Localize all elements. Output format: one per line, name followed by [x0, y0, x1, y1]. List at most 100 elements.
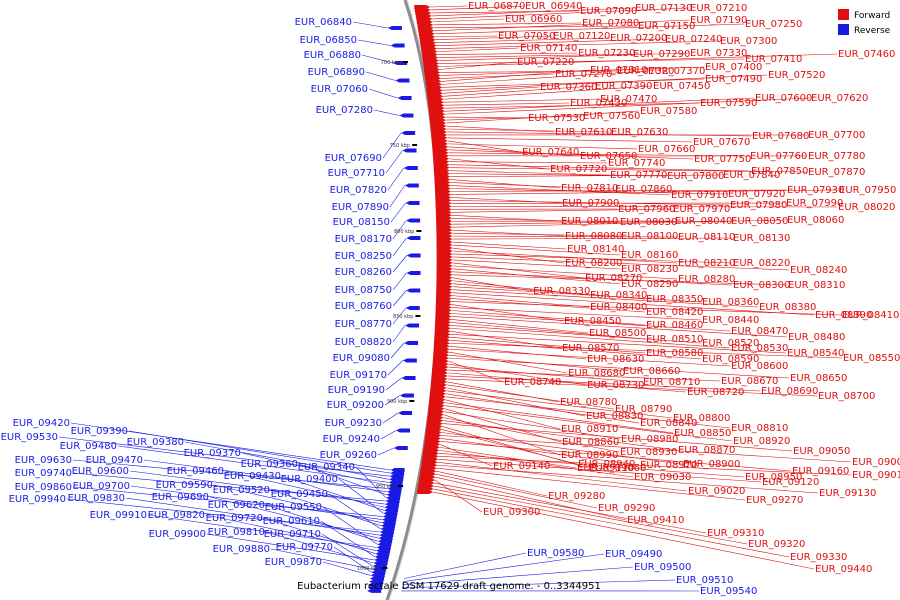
forward-gene-label: EUR_08860: [562, 437, 619, 448]
forward-leader-line: [446, 384, 615, 410]
forward-gene-label: EUR_09160: [792, 466, 849, 477]
forward-leader-line: [436, 38, 665, 46]
reverse-gene-arrow: [386, 495, 401, 500]
forward-gene-label: EUR_07320: [617, 66, 674, 77]
scale-tick-label: 750 kbp: [390, 143, 410, 149]
forward-gene-label: EUR_08460: [646, 320, 703, 331]
forward-gene-label: EUR_07410: [745, 54, 802, 65]
reverse-gene-arrow: [396, 428, 411, 433]
reverse-leader-line: [392, 272, 407, 291]
reverse-gene-arrow: [370, 573, 385, 578]
forward-leader-line: [449, 170, 610, 176]
forward-leader-line: [451, 316, 788, 338]
forward-gene-label: EUR_09300: [483, 507, 540, 518]
reverse-leader-line: [361, 54, 394, 64]
reverse-gene-arrow: [382, 517, 397, 522]
forward-leader-line: [448, 143, 638, 150]
reverse-gene-label: EUR_09480: [60, 441, 117, 452]
forward-leader-line: [447, 137, 693, 143]
forward-leader-line: [452, 244, 621, 256]
scale-tick-mark: [412, 144, 418, 146]
forward-gene-label: EUR_07490: [705, 74, 762, 85]
reverse-gene-arrow: [402, 358, 417, 363]
reverse-gene-arrow: [389, 474, 404, 479]
forward-leader-line: [447, 140, 522, 153]
forward-leader-line: [444, 97, 755, 112]
reverse-gene-label: EUR_07690: [325, 153, 382, 164]
reverse-leader-line: [322, 506, 378, 545]
forward-gene-label: EUR_08440: [702, 315, 759, 326]
reverse-gene-arrow: [387, 486, 402, 491]
forward-gene-label: EUR_08390: [815, 310, 872, 321]
reverse-leader-line: [380, 430, 397, 440]
forward-leader-line: [446, 390, 673, 419]
reverse-leader-line: [281, 475, 385, 511]
forward-leader-line: [433, 22, 582, 26]
forward-leader-line: [442, 423, 793, 452]
reverse-gene-label: EUR_09590: [156, 480, 213, 491]
forward-gene-label: EUR_09310: [707, 528, 764, 539]
forward-leader-line: [439, 61, 517, 70]
forward-gene-label: EUR_08510: [646, 334, 703, 345]
reverse-gene-label: EUR_09910: [90, 510, 147, 521]
forward-leader-line: [441, 69, 590, 82]
forward-gene-label: EUR_07590: [700, 98, 757, 109]
forward-leader-line: [449, 164, 751, 172]
forward-gene-label: EUR_08680: [568, 368, 625, 379]
forward-leader-line: [452, 237, 733, 240]
reverse-leader-line: [72, 459, 388, 489]
forward-leader-line: [449, 167, 808, 173]
reverse-gene-arrow: [405, 306, 420, 310]
reverse-gene-label: EUR_09190: [328, 385, 385, 396]
forward-gene-label: EUR_07230: [578, 48, 635, 59]
reverse-gene-label: EUR_09820: [148, 510, 205, 521]
forward-leader-line: [449, 351, 568, 374]
forward-gene-label: EUR_07980: [730, 200, 787, 211]
reverse-leader-line: [368, 88, 398, 99]
forward-leader-line: [441, 70, 648, 85]
forward-gene-label: EUR_08870: [678, 445, 735, 456]
reverse-gene-arrow: [397, 96, 412, 100]
forward-gene-label: EUR_07740: [608, 158, 665, 169]
reverse-gene-label: EUR_07060: [311, 84, 368, 95]
reverse-gene-arrow: [371, 570, 386, 575]
forward-gene-label: EUR_08410: [842, 310, 899, 321]
forward-gene-label: EUR_08850: [674, 428, 731, 439]
forward-gene-label: EUR_07680: [752, 131, 809, 142]
reverse-gene-arrow: [376, 548, 391, 553]
reverse-gene-label: EUR_07890: [332, 202, 389, 213]
gene-track: [367, 5, 453, 593]
forward-leader-line: [448, 146, 580, 157]
forward-gene-label: EUR_07400: [705, 62, 762, 73]
reverse-gene-label: EUR_09360: [241, 459, 298, 470]
forward-gene-label: EUR_08030: [620, 217, 677, 228]
reverse-leader-line: [125, 497, 380, 536]
reverse-leader-line: [117, 445, 389, 483]
reverse-leader-line: [130, 485, 383, 520]
forward-gene-label: EUR_07650: [580, 151, 637, 162]
forward-leader-line: [451, 310, 646, 326]
forward-gene-label: EUR_09410: [627, 515, 684, 526]
forward-leader-line: [451, 301, 842, 316]
forward-gene-label: EUR_08690: [761, 386, 818, 397]
forward-leader-line: [450, 188, 728, 195]
gene-leader-lines: [58, 5, 852, 592]
reverse-gene-label: EUR_08150: [333, 217, 390, 228]
reverse-gene-label: EUR_09170: [330, 370, 387, 381]
forward-leader-line: [451, 189, 839, 195]
forward-leader-line: [452, 286, 702, 303]
forward-gene-label: EUR_08110: [678, 232, 735, 243]
forward-gene-label: EUR_07200: [610, 33, 667, 44]
forward-leader-line: [445, 115, 583, 121]
scale-tick-mark: [402, 61, 408, 63]
forward-gene-label: EUR_08100: [621, 231, 678, 242]
reverse-gene-arrow: [406, 253, 421, 258]
reverse-gene-arrow: [380, 526, 395, 531]
forward-gene-label: EUR_07330: [690, 48, 747, 59]
reverse-gene-arrow: [374, 554, 389, 559]
reverse-leader-line: [385, 150, 403, 174]
forward-leader-line: [439, 453, 745, 478]
forward-leader-line: [450, 325, 702, 344]
forward-leader-line: [437, 47, 520, 52]
